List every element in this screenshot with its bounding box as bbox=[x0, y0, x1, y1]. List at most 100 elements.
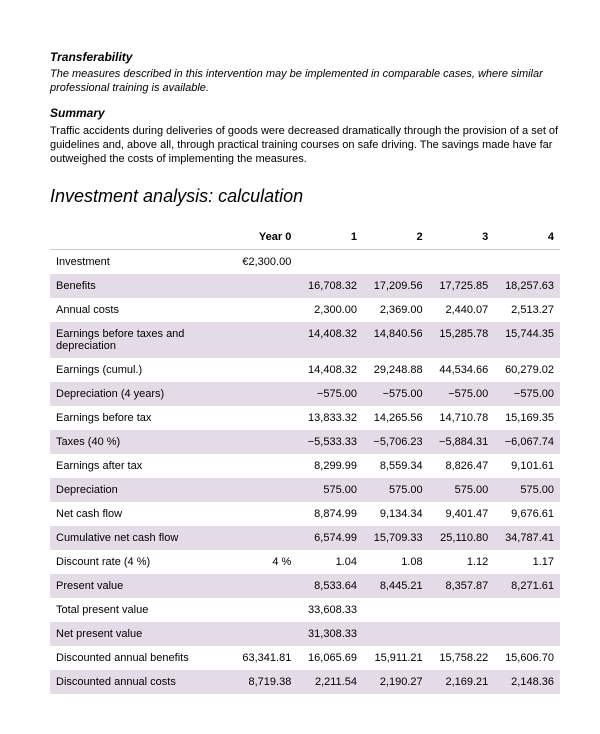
cell-value: 8,874.99 bbox=[297, 502, 363, 526]
cell-value: 575.00 bbox=[494, 478, 560, 502]
table-row: Taxes (40 %) −5,533.33−5,706.23−5,884.31−… bbox=[50, 430, 560, 454]
cell-value bbox=[363, 250, 429, 275]
row-label: Net cash flow bbox=[50, 502, 232, 526]
cell-value: 2,440.07 bbox=[429, 298, 495, 322]
table-row: Earnings before tax13,833.3214,265.5614,… bbox=[50, 406, 560, 430]
table-row: Net cash flow8,874.999,134.349,401.479,6… bbox=[50, 502, 560, 526]
cell-value: 1.17 bbox=[494, 550, 560, 574]
cell-value bbox=[363, 622, 429, 646]
cell-value: 4 % bbox=[232, 550, 297, 574]
cell-value: 63,341.81 bbox=[232, 646, 297, 670]
table-row: Earnings (cumul.)14,408.3229,248.8844,53… bbox=[50, 358, 560, 382]
table-row: Annual costs 2,300.002,369.002,440.072,51… bbox=[50, 298, 560, 322]
cell-value: 16,065.69 bbox=[297, 646, 363, 670]
transferability-text: The measures described in this intervent… bbox=[50, 68, 560, 96]
cell-value bbox=[232, 598, 297, 622]
table-row: Earnings after tax 8,299.998,559.348,826.… bbox=[50, 454, 560, 478]
cell-value: −575.00 bbox=[429, 382, 495, 406]
cell-value bbox=[232, 358, 297, 382]
cell-value bbox=[494, 250, 560, 275]
cell-value: 8,445.21 bbox=[363, 574, 429, 598]
row-label: Taxes (40 %) bbox=[50, 430, 232, 454]
cell-value: −575.00 bbox=[494, 382, 560, 406]
cell-value: 2,211.54 bbox=[297, 670, 363, 694]
cell-value: 18,257.63 bbox=[494, 274, 560, 298]
cell-value: 1.08 bbox=[363, 550, 429, 574]
row-label: Cumulative net cash flow bbox=[50, 526, 232, 550]
cell-value: 15,758.22 bbox=[429, 646, 495, 670]
cell-value bbox=[494, 598, 560, 622]
cell-value: 1.04 bbox=[297, 550, 363, 574]
document-page: Transferability The measures described i… bbox=[0, 0, 600, 734]
cell-value: 1.12 bbox=[429, 550, 495, 574]
cell-value: −5,533.33 bbox=[297, 430, 363, 454]
cell-value bbox=[232, 454, 297, 478]
row-label: Depreciation bbox=[50, 478, 232, 502]
cell-value: −575.00 bbox=[297, 382, 363, 406]
table-title: Investment analysis: calculation bbox=[50, 186, 560, 207]
cell-value: 15,911.21 bbox=[363, 646, 429, 670]
cell-value: 13,833.32 bbox=[297, 406, 363, 430]
cell-value bbox=[232, 478, 297, 502]
cell-value: 8,826.47 bbox=[429, 454, 495, 478]
row-label: Investment bbox=[50, 250, 232, 275]
table-row: Investment€2,300.00 bbox=[50, 250, 560, 275]
cell-value bbox=[232, 406, 297, 430]
cell-value: −575.00 bbox=[363, 382, 429, 406]
column-header: Year 0 bbox=[232, 225, 297, 250]
table-row: Discounted annual benefits63,341.8116,06… bbox=[50, 646, 560, 670]
cell-value: 15,606.70 bbox=[494, 646, 560, 670]
table-row: Discounted annual costs8,719.382,211.542… bbox=[50, 670, 560, 694]
cell-value bbox=[232, 574, 297, 598]
cell-value: 60,279.02 bbox=[494, 358, 560, 382]
cell-value: 33,608.33 bbox=[297, 598, 363, 622]
cell-value: −5,706.23 bbox=[363, 430, 429, 454]
row-label: Net present value bbox=[50, 622, 232, 646]
cell-value bbox=[363, 598, 429, 622]
row-label: Discounted annual benefits bbox=[50, 646, 232, 670]
cell-value bbox=[429, 250, 495, 275]
cell-value: 2,513.27 bbox=[494, 298, 560, 322]
row-label: Depreciation (4 years) bbox=[50, 382, 232, 406]
cell-value: 8,559.34 bbox=[363, 454, 429, 478]
cell-value: 14,408.32 bbox=[297, 322, 363, 358]
cell-value: 2,169.21 bbox=[429, 670, 495, 694]
cell-value: 2,300.00 bbox=[297, 298, 363, 322]
cell-value: 575.00 bbox=[363, 478, 429, 502]
cell-value: 8,357.87 bbox=[429, 574, 495, 598]
cell-value bbox=[494, 622, 560, 646]
cell-value: 15,285.78 bbox=[429, 322, 495, 358]
cell-value: 14,710.78 bbox=[429, 406, 495, 430]
row-label: Annual costs bbox=[50, 298, 232, 322]
cell-value: 44,534.66 bbox=[429, 358, 495, 382]
cell-value: 25,110.80 bbox=[429, 526, 495, 550]
cell-value: 15,744.35 bbox=[494, 322, 560, 358]
summary-text: Traffic accidents during deliveries of g… bbox=[50, 124, 560, 167]
table-row: Depreciation575.00575.00575.00575.00 bbox=[50, 478, 560, 502]
cell-value bbox=[297, 250, 363, 275]
cell-value: 15,709.33 bbox=[363, 526, 429, 550]
row-label: Earnings before tax bbox=[50, 406, 232, 430]
cell-value: 2,148.36 bbox=[494, 670, 560, 694]
row-label: Total present value bbox=[50, 598, 232, 622]
cell-value: 2,369.00 bbox=[363, 298, 429, 322]
cell-value: 9,401.47 bbox=[429, 502, 495, 526]
table-body: Investment€2,300.00Benefits16,708.3217,2… bbox=[50, 250, 560, 695]
row-label: Earnings before taxes and depreciation bbox=[50, 322, 232, 358]
cell-value bbox=[429, 598, 495, 622]
summary-heading: Summary bbox=[50, 106, 560, 120]
investment-analysis-table: Year 01234 Investment€2,300.00Benefits16… bbox=[50, 225, 560, 694]
cell-value: 8,533.64 bbox=[297, 574, 363, 598]
cell-value: −6,067.74 bbox=[494, 430, 560, 454]
column-header: 3 bbox=[429, 225, 495, 250]
cell-value bbox=[232, 502, 297, 526]
row-label: Discounted annual costs bbox=[50, 670, 232, 694]
table-row: Net present value31,308.33 bbox=[50, 622, 560, 646]
table-row: Present value8,533.648,445.218,357.878,2… bbox=[50, 574, 560, 598]
cell-value: 8,299.99 bbox=[297, 454, 363, 478]
cell-value: −5,884.31 bbox=[429, 430, 495, 454]
column-header: 4 bbox=[494, 225, 560, 250]
table-row: Depreciation (4 years)−575.00−575.00−575… bbox=[50, 382, 560, 406]
row-label: Earnings after tax bbox=[50, 454, 232, 478]
row-label: Earnings (cumul.) bbox=[50, 358, 232, 382]
